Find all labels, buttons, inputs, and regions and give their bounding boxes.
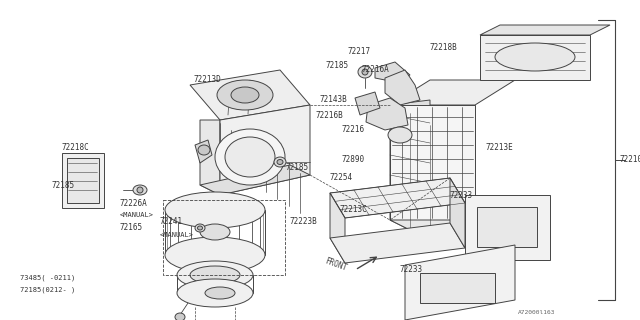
Polygon shape — [375, 62, 410, 82]
Polygon shape — [480, 35, 590, 80]
Ellipse shape — [388, 127, 412, 143]
Text: <MANUAL>: <MANUAL> — [160, 232, 194, 238]
Ellipse shape — [274, 157, 286, 167]
Text: A72000l163: A72000l163 — [518, 310, 556, 316]
Polygon shape — [450, 178, 465, 248]
Text: 72213E: 72213E — [485, 143, 513, 153]
Polygon shape — [200, 165, 310, 195]
Ellipse shape — [205, 287, 235, 299]
Text: 72890: 72890 — [342, 156, 365, 164]
Polygon shape — [330, 193, 345, 263]
Text: 73485( -0211): 73485( -0211) — [20, 275, 76, 281]
Ellipse shape — [177, 261, 253, 289]
Text: 72185: 72185 — [285, 164, 308, 172]
Text: 72216: 72216 — [342, 125, 365, 134]
Text: FRONT: FRONT — [323, 257, 348, 273]
Polygon shape — [330, 223, 465, 263]
Text: 72217: 72217 — [347, 47, 370, 57]
Polygon shape — [366, 98, 408, 130]
Ellipse shape — [217, 80, 273, 110]
Bar — [420, 273, 495, 303]
Bar — [477, 207, 537, 247]
Ellipse shape — [200, 224, 230, 240]
Polygon shape — [190, 70, 310, 120]
Polygon shape — [220, 105, 310, 195]
Text: 72216A: 72216A — [362, 65, 390, 74]
Text: 72218B: 72218B — [430, 44, 458, 52]
Ellipse shape — [495, 43, 575, 71]
Ellipse shape — [175, 313, 185, 320]
Polygon shape — [480, 25, 610, 35]
Ellipse shape — [362, 69, 368, 75]
Ellipse shape — [133, 185, 147, 195]
Bar — [67, 158, 99, 203]
Text: 72165: 72165 — [120, 223, 143, 233]
Ellipse shape — [177, 279, 253, 307]
Ellipse shape — [195, 224, 205, 232]
Polygon shape — [390, 100, 430, 240]
Polygon shape — [390, 80, 515, 105]
Ellipse shape — [198, 145, 210, 155]
Text: 72185(0212- ): 72185(0212- ) — [20, 287, 76, 293]
Ellipse shape — [137, 187, 143, 193]
Ellipse shape — [215, 129, 285, 185]
Polygon shape — [385, 70, 420, 105]
Text: 72213C: 72213C — [340, 205, 368, 214]
Text: 72223B: 72223B — [290, 218, 317, 227]
Text: 72226A: 72226A — [120, 198, 148, 207]
Polygon shape — [465, 195, 550, 260]
Ellipse shape — [190, 266, 240, 284]
Polygon shape — [200, 120, 220, 195]
Bar — [62, 153, 104, 208]
Text: 72233: 72233 — [400, 266, 423, 275]
Ellipse shape — [225, 137, 275, 177]
Polygon shape — [355, 92, 380, 115]
Text: 72218C: 72218C — [62, 142, 90, 151]
Ellipse shape — [198, 226, 202, 230]
Text: 72185: 72185 — [52, 181, 75, 190]
Text: 72254: 72254 — [330, 173, 353, 182]
Ellipse shape — [165, 237, 265, 273]
Ellipse shape — [358, 66, 372, 78]
Text: 72241: 72241 — [160, 218, 183, 227]
Text: <MANUAL>: <MANUAL> — [120, 212, 154, 218]
Polygon shape — [390, 220, 515, 240]
Ellipse shape — [231, 87, 259, 103]
Ellipse shape — [165, 192, 265, 228]
Ellipse shape — [277, 159, 283, 164]
Text: 72210A: 72210A — [620, 156, 640, 164]
Text: 72216B: 72216B — [316, 111, 344, 121]
Text: 72233: 72233 — [450, 190, 473, 199]
Polygon shape — [405, 245, 515, 320]
Polygon shape — [390, 105, 475, 220]
Text: 72143B: 72143B — [320, 95, 348, 105]
Text: 72185: 72185 — [325, 60, 348, 69]
Text: 72213D: 72213D — [193, 76, 221, 84]
Polygon shape — [330, 178, 465, 218]
Polygon shape — [195, 140, 212, 163]
